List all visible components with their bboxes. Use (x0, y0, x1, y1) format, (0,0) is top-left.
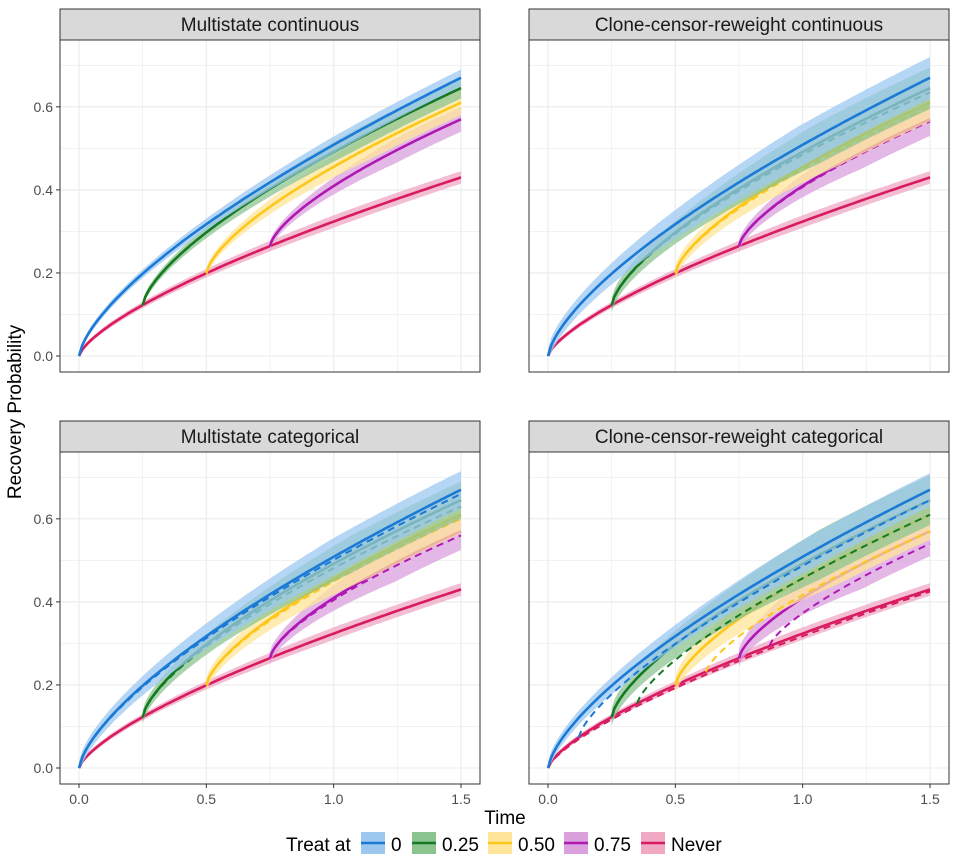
ci-band (79, 471, 461, 768)
legend-label: 0.25 (442, 835, 479, 856)
y-tick-label: 0.6 (34, 99, 54, 115)
panel-border (528, 451, 950, 785)
dashed-line (768, 542, 931, 647)
y-tick-label: 0.4 (34, 594, 54, 610)
y-tick-label: 0.2 (34, 677, 54, 693)
panel-strip (528, 420, 950, 453)
series-0 (77, 69, 462, 357)
panel-title: Multistate categorical (181, 427, 359, 448)
series-line (546, 76, 931, 357)
x-axis-label: Time (484, 808, 526, 829)
series-line (268, 118, 462, 247)
panel-1: Multistate continuous 0.0 0.2 0.4 0.6 (34, 8, 481, 373)
x-tick-label: 1.5 (451, 791, 471, 807)
panel-strip (528, 8, 950, 41)
panel-title: Clone-censor-reweight categorical (595, 427, 883, 448)
x-tick-label: 0.5 (197, 791, 217, 807)
x-tick-label: 0.5 (666, 791, 686, 807)
x-tick-label: 1.0 (793, 791, 813, 807)
y-tick-label: 0.6 (34, 511, 54, 527)
series-0 (546, 473, 931, 769)
panel-2: Clone-censor-reweight continuous (528, 8, 950, 373)
series-line (205, 101, 462, 274)
legend-label: 0 (391, 835, 402, 856)
dashed-line (704, 530, 931, 673)
panel-strip (59, 8, 481, 41)
legend: Treat at 0 0.25 0.50 0.75 Never (286, 832, 722, 856)
panel-strip (59, 420, 481, 453)
y-tick-label: 0.0 (34, 348, 54, 364)
y-tick-label: 0.2 (34, 265, 54, 281)
y-axis-label: Recovery Probability (5, 324, 26, 499)
legend-item-0-75: 0.75 (564, 832, 631, 856)
panel-border (528, 39, 950, 373)
panel-border (59, 39, 481, 373)
y-tick-label: 0.4 (34, 182, 54, 198)
x-tick-label: 1.0 (324, 791, 344, 807)
series-line (77, 488, 462, 769)
panel-3: Multistate categorical 0.0 0.2 0.4 0.6 0.0 0.5… (34, 420, 481, 807)
series-0-75 (268, 106, 462, 251)
panel-4: Clone-censor-reweight categorical 0.0 0.5 1… (528, 420, 950, 807)
x-tick-label: 1.5 (920, 791, 940, 807)
dashed-line (636, 513, 931, 704)
legend-label: Never (671, 835, 722, 856)
legend-item-never: Never (641, 832, 722, 856)
x-tick-label: 0.0 (538, 791, 558, 807)
series-line (77, 76, 462, 357)
legend-label: 0.75 (594, 835, 631, 856)
gridlines (60, 452, 480, 784)
series-line (546, 488, 931, 769)
ci-band (548, 57, 930, 356)
series-0-50 (205, 90, 462, 278)
panel-title: Multistate continuous (181, 15, 360, 36)
y-tick-label: 0.0 (34, 760, 54, 776)
x-tick-label: 0.0 (69, 791, 89, 807)
legend-item-0: 0 (361, 832, 402, 856)
gridlines (60, 40, 480, 372)
panel-title: Clone-censor-reweight continuous (595, 15, 883, 36)
dashed-line (577, 499, 931, 738)
legend-item-0-25: 0.25 (412, 832, 479, 856)
series-0 (77, 471, 462, 769)
legend-title: Treat at (286, 835, 351, 856)
ci-band (142, 77, 461, 309)
ci-band (548, 473, 930, 768)
legend-item-0-50: 0.50 (488, 832, 555, 856)
legend-label: 0.50 (518, 835, 555, 856)
series-0 (546, 57, 931, 357)
panel-border (59, 451, 481, 785)
ci-band (206, 90, 461, 278)
